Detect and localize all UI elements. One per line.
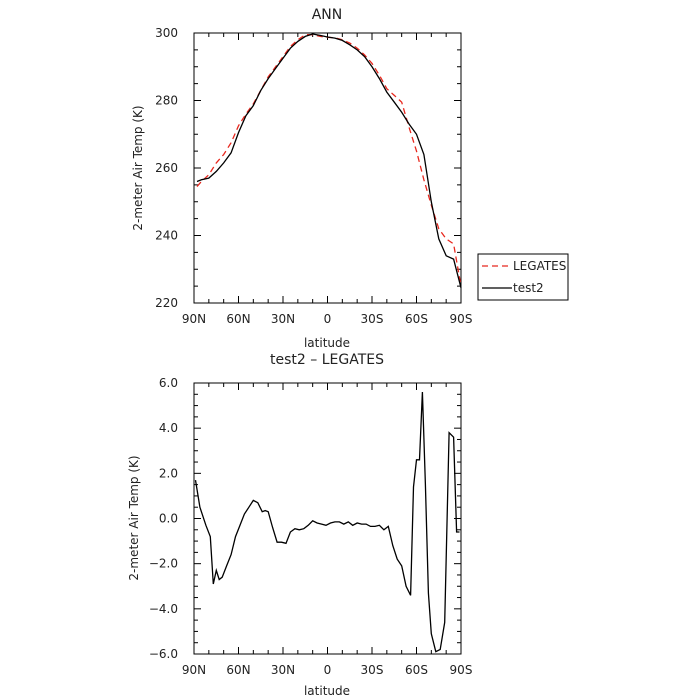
bottom-chart-ticks xyxy=(193,382,462,655)
legend-label-test2: test2 xyxy=(513,281,544,295)
top-chart-series-line-test2 xyxy=(196,33,462,288)
top-chart-series xyxy=(196,33,462,288)
bottom-chart-series xyxy=(194,391,460,653)
top-chart-frame xyxy=(193,32,462,304)
top-chart-title: ANN xyxy=(312,7,343,23)
bottom-chart-title: test2 – LEGATES xyxy=(270,352,384,368)
top-chart-x-tick-label: 0 xyxy=(324,312,332,326)
top-chart-y-tick-label: 260 xyxy=(155,161,178,175)
bottom-chart-frame xyxy=(193,382,462,655)
bottom-chart-x-tick-label: 90N xyxy=(182,663,206,677)
top-chart-y-tick-label: 300 xyxy=(155,26,178,40)
bottom-chart-series-line-0 xyxy=(194,391,460,653)
bottom-chart: test2 – LEGATES 90N 60N 30N 0 30S 60S 90S −6.0… xyxy=(127,352,472,698)
top-chart-x-tick-label: 60N xyxy=(226,312,250,326)
top-chart-series-line-legates xyxy=(196,34,462,287)
top-chart-y-tick-labels: 220 240 260 280 300 xyxy=(155,26,178,310)
top-chart: ANN 90N 60N 30N 0 30S 60S 90S 220240260280300 … xyxy=(131,7,472,350)
top-chart-y-tick-label: 240 xyxy=(155,229,178,243)
bottom-chart-y-tick-label: −6.0 xyxy=(149,647,178,661)
bottom-chart-y-tick-label: 2.0 xyxy=(159,466,178,480)
bottom-chart-x-tick-label: 90S xyxy=(450,663,473,677)
bottom-chart-y-axis-label: 2-meter Air Temp (K) xyxy=(127,455,141,580)
bottom-chart-x-axis-label: latitude xyxy=(304,684,350,698)
top-chart-x-axis-label: latitude xyxy=(304,336,350,350)
top-chart-x-tick-label: 90N xyxy=(182,312,206,326)
bottom-chart-x-tick-label: 0 xyxy=(324,663,332,677)
bottom-chart-x-tick-label: 60S xyxy=(405,663,428,677)
bottom-chart-x-tick-label: 30N xyxy=(271,663,295,677)
bottom-chart-y-tick-label: −4.0 xyxy=(149,602,178,616)
top-chart-y-tick-label: 280 xyxy=(155,94,178,108)
top-chart-x-tick-label: 60S xyxy=(405,312,428,326)
bottom-chart-x-tick-label: 60N xyxy=(226,663,250,677)
top-chart-x-tick-label: 30S xyxy=(361,312,384,326)
legend-box xyxy=(477,253,569,301)
bottom-chart-y-tick-label: 4.0 xyxy=(159,421,178,435)
bottom-chart-x-tick-label: 30S xyxy=(361,663,384,677)
legend: LEGATES test2 xyxy=(477,253,569,301)
bottom-chart-y-tick-label: 0.0 xyxy=(159,512,178,526)
top-chart-y-tick-label: 220 xyxy=(155,296,178,310)
top-chart-y-axis-label: 2-meter Air Temp (K) xyxy=(131,105,145,230)
bottom-chart-y-tick-label: −2.0 xyxy=(149,557,178,571)
bottom-chart-y-tick-label: 6.0 xyxy=(159,376,178,390)
bottom-chart-x-tick-labels: 90N 60N 30N 0 30S 60S 90S xyxy=(182,663,473,677)
top-chart-x-tick-labels: 90N 60N 30N 0 30S 60S 90S xyxy=(182,312,473,326)
bottom-chart-y-tick-labels: −6.0 −4.0 −2.0 0.0 2.0 4.0 6.0 xyxy=(149,376,178,661)
top-chart-x-tick-label: 90S xyxy=(450,312,473,326)
top-chart-x-tick-label: 30N xyxy=(271,312,295,326)
legend-label-legates: LEGATES xyxy=(513,259,566,273)
